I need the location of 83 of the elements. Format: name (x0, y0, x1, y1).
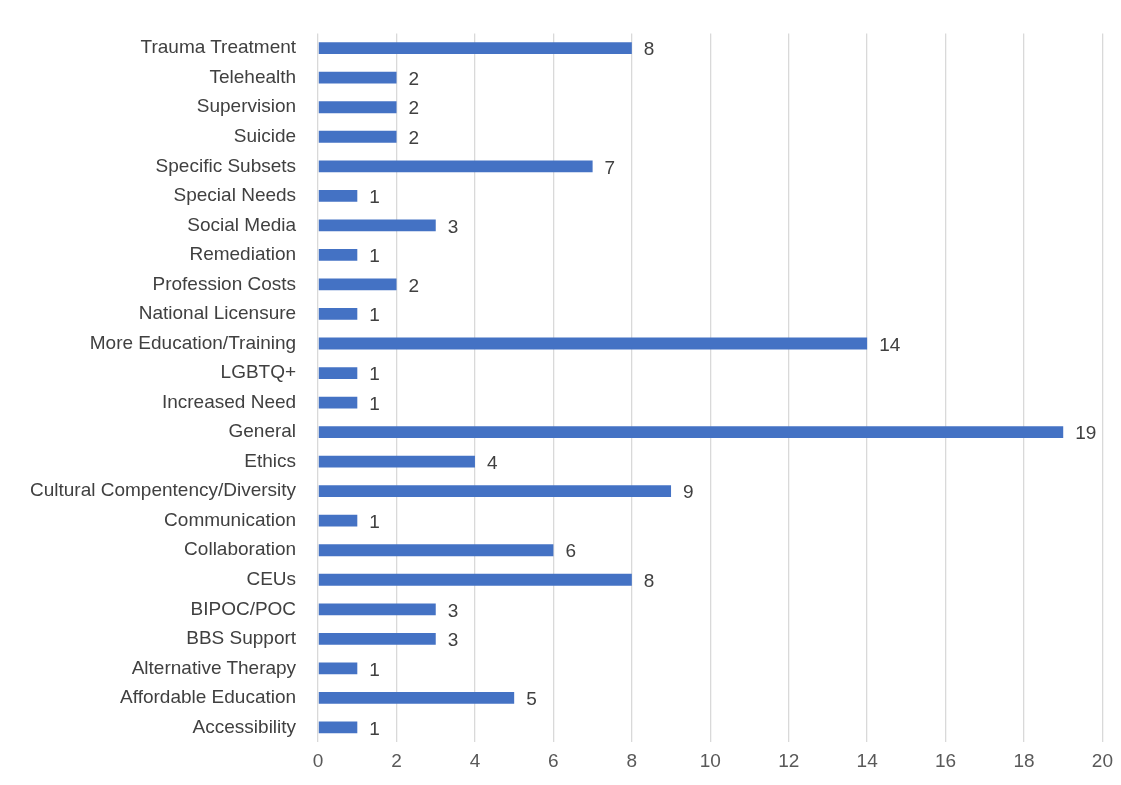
bar (318, 248, 358, 261)
bar (318, 455, 475, 468)
y-tick-label: Suicide (233, 125, 297, 146)
bar (318, 189, 358, 202)
y-tick-label: Remediation (189, 243, 297, 265)
y-tick-label: Ethics (244, 449, 297, 471)
bar (318, 42, 632, 55)
data-label: 1 (369, 186, 380, 208)
y-tick-label: BBS Support (186, 627, 297, 649)
y-tick-label: BIPOC/POC (190, 597, 297, 619)
y-tick-label: Accessibility (192, 715, 297, 737)
y-tick-label: General (228, 420, 297, 442)
bar (318, 219, 436, 232)
bar (318, 160, 593, 173)
data-label: 14 (879, 333, 901, 355)
x-tick-label: 14 (856, 749, 879, 771)
data-label: 19 (1075, 422, 1097, 444)
x-tick-label: 20 (1091, 749, 1113, 771)
y-tick-label: Communication (164, 508, 297, 530)
data-label: 8 (643, 38, 655, 60)
data-label: 1 (369, 304, 380, 326)
bar (318, 396, 358, 409)
bar (318, 71, 397, 84)
x-tick-label: 4 (469, 749, 481, 771)
bar (318, 514, 358, 527)
bar (318, 603, 436, 616)
bar (318, 337, 868, 350)
bar (318, 573, 632, 586)
bar (318, 544, 554, 557)
data-label: 4 (486, 451, 498, 473)
data-label: 1 (369, 658, 380, 680)
x-tick-label: 2 (391, 749, 402, 771)
data-label: 8 (643, 570, 655, 591)
x-tick-label: 0 (312, 749, 324, 771)
data-label: 1 (369, 363, 380, 385)
data-label: 1 (369, 510, 380, 532)
data-label: 3 (447, 629, 459, 651)
y-tick-label: Social Media (187, 213, 297, 235)
y-tick-label: Alternative Therapy (131, 656, 297, 678)
x-tick-label: 18 (1013, 749, 1035, 771)
x-tick-label: 12 (778, 749, 800, 771)
bar (318, 308, 358, 320)
y-tick-label: National Licensure (138, 302, 297, 324)
y-tick-label: More Education/Training (89, 331, 297, 353)
y-tick-label: Telehealth (209, 65, 297, 87)
y-tick-label: Cultural Compentency/Diversity (30, 479, 297, 501)
y-tick-label: Collaboration (184, 538, 297, 560)
y-tick-label: Affordable Education (120, 686, 297, 708)
data-label: 1 (369, 717, 380, 739)
data-label: 7 (604, 156, 616, 178)
y-tick-label: Specific Subsets (155, 154, 297, 176)
data-label: 6 (565, 540, 576, 562)
bar (318, 278, 397, 291)
data-label: 2 (408, 274, 420, 296)
x-tick-label: 6 (548, 749, 559, 771)
data-label: 2 (408, 67, 420, 89)
data-label: 1 (369, 245, 380, 267)
data-label: 2 (408, 127, 420, 148)
y-tick-label: Supervision (196, 95, 297, 117)
data-label: 9 (683, 481, 694, 503)
bar (318, 721, 358, 734)
bar (318, 691, 515, 704)
x-tick-label: 8 (626, 749, 638, 771)
bar (318, 130, 397, 143)
y-tick-label: Increased Need (161, 390, 297, 412)
y-tick-label: LGBTQ+ (220, 361, 297, 383)
bar (318, 426, 1064, 439)
data-label: 3 (447, 599, 459, 621)
y-tick-label: Trauma Treatment (140, 36, 297, 58)
y-tick-label: Profession Costs (152, 272, 297, 294)
x-tick-label: 10 (699, 749, 721, 771)
data-label: 3 (447, 215, 459, 237)
bar (318, 632, 436, 645)
x-tick-label: 16 (934, 749, 957, 771)
bar (318, 662, 358, 675)
bar (318, 367, 358, 379)
bar (318, 485, 672, 498)
y-tick-label: Special Needs (173, 184, 297, 206)
data-label: 5 (526, 688, 537, 710)
data-label: 1 (369, 392, 380, 414)
y-tick-label: CEUs (246, 568, 297, 589)
data-label: 2 (408, 97, 420, 119)
bar (318, 101, 397, 114)
